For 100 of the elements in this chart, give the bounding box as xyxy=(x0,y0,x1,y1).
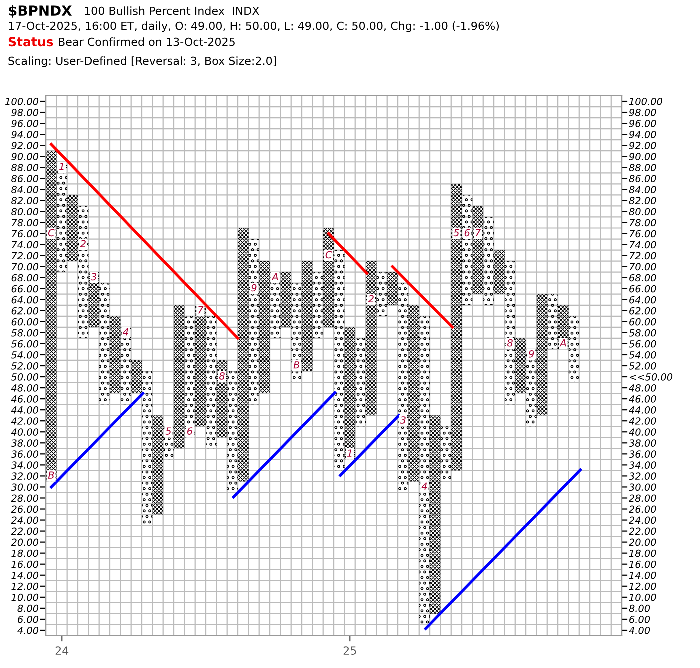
annotation: 9 xyxy=(528,350,534,358)
y2-tick-label: 42.00 xyxy=(629,418,656,425)
y2-tick-label: 64.00 xyxy=(630,296,656,304)
annotation: 9 xyxy=(252,284,257,292)
y2-tick-label: 28.00 xyxy=(628,494,656,502)
annotation: A xyxy=(272,273,278,281)
y2-tick-label: 8.00 xyxy=(629,604,650,612)
bar xyxy=(238,228,249,482)
bar xyxy=(131,360,142,394)
y2-tick-label: 32.00 xyxy=(628,472,656,480)
y-tick-label: 72.00 xyxy=(12,252,39,260)
bar xyxy=(280,272,292,328)
bar xyxy=(494,250,505,294)
y-tick-label: 54.00 xyxy=(11,351,39,359)
y2-tick-label: 82.00 xyxy=(629,197,656,205)
annotation: 1 xyxy=(348,450,352,457)
y2-tick-label: 12.00 xyxy=(629,582,656,590)
annotation: 8 xyxy=(219,372,225,380)
y2-tick-label: 6.00 xyxy=(630,616,650,624)
y2-tick-label: 100.00 xyxy=(629,98,662,106)
bar xyxy=(110,316,121,394)
y2-tick-label: 56.00 xyxy=(629,340,656,348)
bar xyxy=(292,283,302,383)
bar xyxy=(248,239,260,405)
y-tick-label: 32.00 xyxy=(11,472,39,480)
bar xyxy=(526,349,537,427)
x-tick-label: 24 xyxy=(56,646,69,655)
annotation: 4 xyxy=(422,482,428,490)
bar xyxy=(355,338,366,427)
y2-tick-label: 36.00 xyxy=(628,450,656,458)
y2-tick-label: 86.00 xyxy=(629,175,656,182)
y-tick-label: 84.00 xyxy=(12,186,39,194)
y-tick-label: 6.00 xyxy=(18,616,39,624)
bar xyxy=(195,305,206,427)
y-tick-label: 92.00 xyxy=(12,142,39,150)
bar xyxy=(99,283,110,405)
y-tick-label: 36.00 xyxy=(11,450,39,458)
y-tick-label: 42.00 xyxy=(11,418,39,425)
y2-tick-label: 98.00 xyxy=(629,109,656,116)
annotation: B xyxy=(48,472,54,479)
bar xyxy=(216,360,228,438)
text: 17-Oct-2025, 16:00 ET, daily, O: 49.00, H: 50.00, L: 49.00, C: 50.00, Chg: -1.00 (-1.96%) xyxy=(9,22,499,32)
annotation: 8 xyxy=(507,339,513,347)
y2-tick-label: <<50.00 xyxy=(630,374,673,381)
annotation: 6 xyxy=(464,229,470,237)
bar xyxy=(46,151,57,482)
y-tick-label: 80.00 xyxy=(12,208,39,216)
y-tick-label: 66.00 xyxy=(12,285,39,293)
annotation: 6 xyxy=(188,428,193,435)
bar xyxy=(376,272,388,316)
y-tick-label: 34.00 xyxy=(11,462,39,470)
y-tick-label: 74.00 xyxy=(12,241,39,249)
bar xyxy=(516,338,526,394)
y2-tick-label: 10.00 xyxy=(629,594,656,602)
y2-tick-label: 16.00 xyxy=(629,560,656,568)
y2-tick-label: 48.00 xyxy=(629,384,656,392)
chart-title: $BPNDX xyxy=(9,5,72,18)
bar xyxy=(184,316,196,438)
bar xyxy=(504,261,516,405)
y2-tick-label: 90.00 xyxy=(629,153,656,160)
y-tick-label: 30.00 xyxy=(11,484,39,492)
y-tick-label: 22.00 xyxy=(11,528,39,536)
y2-tick-label: 70.00 xyxy=(630,263,656,271)
annotation: 7 xyxy=(476,229,482,236)
y2-tick-label: 58.00 xyxy=(629,329,656,337)
annotation: 1 xyxy=(60,163,64,170)
y-tick-label: 56.00 xyxy=(11,340,39,348)
y2-tick-label: 78.00 xyxy=(630,219,656,227)
bar xyxy=(344,327,356,460)
bar xyxy=(206,316,217,449)
y-tick-label: 44.00 xyxy=(11,406,39,414)
y-tick-label: 48.00 xyxy=(11,384,39,392)
annotation: B xyxy=(294,362,300,369)
annotation: 2 xyxy=(368,295,374,303)
y2-tick-label: 92.00 xyxy=(629,142,656,150)
bar xyxy=(142,372,153,526)
y-tick-label: 58.00 xyxy=(11,329,39,337)
y2-tick-label: 46.00 xyxy=(629,396,656,403)
y-tick-label: 78.00 xyxy=(12,219,39,227)
chart-subtitle: 100 Bullish Percent Index INDX xyxy=(85,6,260,16)
y-tick-label: 60.00 xyxy=(12,318,39,326)
y2-tick-label: 66.00 xyxy=(630,285,656,293)
bar xyxy=(334,250,345,471)
y2-tick-label: 34.00 xyxy=(628,462,656,470)
annotation: 5 xyxy=(454,229,460,237)
text: Scaling: User-Defined [Reversal: 3, Box Size:2.0] xyxy=(8,56,276,68)
y2-tick-label: 30.00 xyxy=(628,484,656,492)
y-tick-label: 94.00 xyxy=(12,131,39,138)
y2-tick-label: 38.00 xyxy=(628,440,656,447)
bar xyxy=(302,261,313,372)
y-tick-label: 46.00 xyxy=(11,396,39,403)
bar xyxy=(548,294,558,350)
annotation: C xyxy=(326,251,332,259)
bar xyxy=(568,316,580,383)
y-tick-label: 68.00 xyxy=(12,274,39,282)
y2-tick-label: 74.00 xyxy=(630,241,656,249)
y2-tick-label: 62.00 xyxy=(630,307,656,315)
y2-tick-label: 22.00 xyxy=(628,528,656,536)
bar xyxy=(483,217,494,306)
y2-tick-label: 14.00 xyxy=(629,572,656,580)
